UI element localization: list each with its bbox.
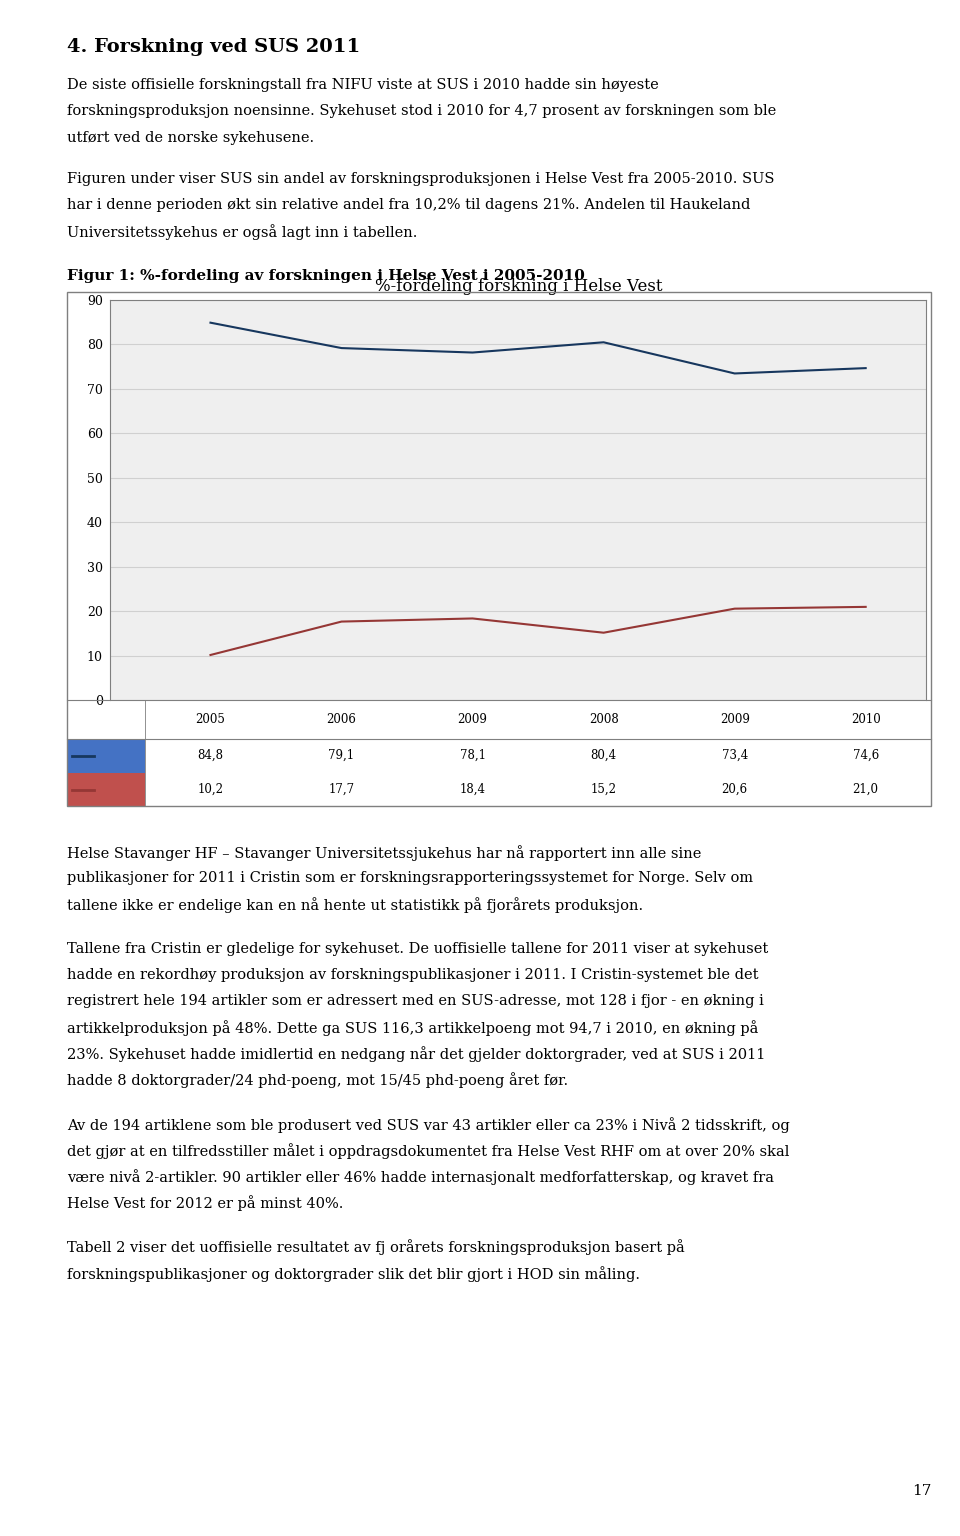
Text: HUS: HUS xyxy=(110,750,140,762)
Text: 17,7: 17,7 xyxy=(328,783,354,796)
Text: artikkelproduksjon på 48%. Dette ga SUS 116,3 artikkelpoeng mot 94,7 i 2010, en : artikkelproduksjon på 48%. Dette ga SUS … xyxy=(67,1020,758,1035)
Text: 17: 17 xyxy=(912,1484,931,1498)
Text: 4. Forskning ved SUS 2011: 4. Forskning ved SUS 2011 xyxy=(67,38,360,57)
Text: 23%. Sykehuset hadde imidlertid en nedgang når det gjelder doktorgrader, ved at : 23%. Sykehuset hadde imidlertid en nedga… xyxy=(67,1046,765,1061)
Text: tallene ikke er endelige kan en nå hente ut statistikk på fjorårets produksjon.: tallene ikke er endelige kan en nå hente… xyxy=(67,897,643,912)
Text: Helse Vest for 2012 er på minst 40%.: Helse Vest for 2012 er på minst 40%. xyxy=(67,1195,344,1210)
Text: forskningsproduksjon noensinne. Sykehuset stod i 2010 for 4,7 prosent av forskni: forskningsproduksjon noensinne. Sykehuse… xyxy=(67,104,777,118)
Text: 20,6: 20,6 xyxy=(722,783,748,796)
Text: 2008: 2008 xyxy=(588,713,618,727)
Text: 2010: 2010 xyxy=(851,713,880,727)
Text: hadde en rekordhøy produksjon av forskningspublikasjoner i 2011. I Cristin-syste: hadde en rekordhøy produksjon av forskni… xyxy=(67,968,758,982)
Text: Universitetssykehus er også lagt inn i tabellen.: Universitetssykehus er også lagt inn i t… xyxy=(67,224,418,240)
Text: 74,6: 74,6 xyxy=(852,750,878,762)
Text: 79,1: 79,1 xyxy=(328,750,354,762)
Text: Helse Stavanger HF – Stavanger Universitetssjukehus har nå rapportert inn alle s: Helse Stavanger HF – Stavanger Universit… xyxy=(67,845,702,860)
Text: være nivå 2-artikler. 90 artikler eller 46% hadde internasjonalt medforfatterska: være nivå 2-artikler. 90 artikler eller … xyxy=(67,1169,774,1184)
Text: 18,4: 18,4 xyxy=(460,783,486,796)
Text: 10,2: 10,2 xyxy=(198,783,224,796)
Title: %-fordeling forskning i Helse Vest: %-fordeling forskning i Helse Vest xyxy=(374,278,662,295)
Text: registrert hele 194 artikler som er adressert med en SUS-adresse, mot 128 i fjor: registrert hele 194 artikler som er adre… xyxy=(67,994,764,1008)
Text: Figur 1: %-fordeling av forskningen i Helse Vest i 2005-2010: Figur 1: %-fordeling av forskningen i He… xyxy=(67,269,585,283)
Text: 21,0: 21,0 xyxy=(852,783,878,796)
Text: 84,8: 84,8 xyxy=(198,750,224,762)
Text: har i denne perioden økt sin relative andel fra 10,2% til dagens 21%. Andelen ti: har i denne perioden økt sin relative an… xyxy=(67,198,751,212)
Text: Av de 194 artiklene som ble produsert ved SUS var 43 artikler eller ca 23% i Niv: Av de 194 artiklene som ble produsert ve… xyxy=(67,1117,790,1132)
Text: 2009: 2009 xyxy=(458,713,488,727)
Text: 2006: 2006 xyxy=(326,713,356,727)
Text: det gjør at en tilfredsstiller målet i oppdragsdokumentet fra Helse Vest RHF om : det gjør at en tilfredsstiller målet i o… xyxy=(67,1143,789,1158)
Text: Figuren under viser SUS sin andel av forskningsproduksjonen i Helse Vest fra 200: Figuren under viser SUS sin andel av for… xyxy=(67,172,775,186)
Text: 80,4: 80,4 xyxy=(590,750,616,762)
Text: 2005: 2005 xyxy=(196,713,226,727)
Text: forskningspublikasjoner og doktorgrader slik det blir gjort i HOD sin måling.: forskningspublikasjoner og doktorgrader … xyxy=(67,1266,640,1281)
Text: utført ved de norske sykehusene.: utført ved de norske sykehusene. xyxy=(67,131,314,144)
Text: 15,2: 15,2 xyxy=(590,783,616,796)
Text: Tabell 2 viser det uoffisielle resultatet av fj orårets forskningsproduksjon bas: Tabell 2 viser det uoffisielle resultate… xyxy=(67,1240,684,1255)
Text: De siste offisielle forskningstall fra NIFU viste at SUS i 2010 hadde sin høyest: De siste offisielle forskningstall fra N… xyxy=(67,78,659,92)
Text: 73,4: 73,4 xyxy=(722,750,748,762)
Text: hadde 8 doktorgrader/24 phd-poeng, mot 15/45 phd-poeng året før.: hadde 8 doktorgrader/24 phd-poeng, mot 1… xyxy=(67,1072,568,1087)
Text: SUS: SUS xyxy=(110,783,137,796)
Text: 2009: 2009 xyxy=(720,713,750,727)
Text: publikasjoner for 2011 i Cristin som er forskningsrapporteringssystemet for Norg: publikasjoner for 2011 i Cristin som er … xyxy=(67,871,754,885)
Text: Tallene fra Cristin er gledelige for sykehuset. De uoffisielle tallene for 2011 : Tallene fra Cristin er gledelige for syk… xyxy=(67,942,768,955)
Text: 78,1: 78,1 xyxy=(460,750,486,762)
